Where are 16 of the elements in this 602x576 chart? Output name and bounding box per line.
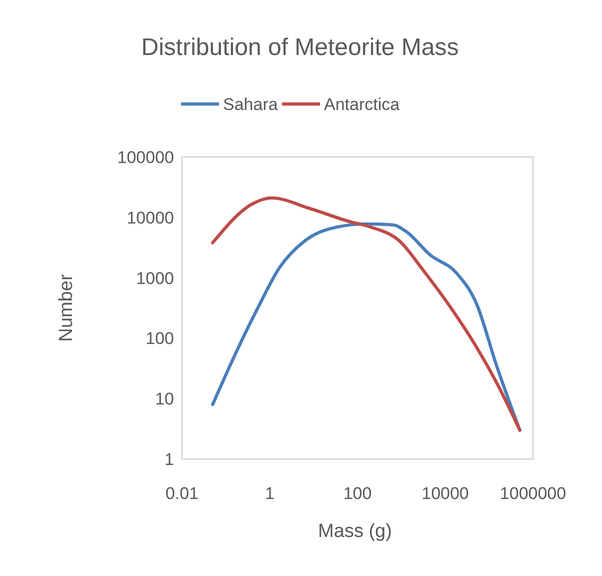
y-tick-label: 100	[146, 329, 174, 348]
y-tick-label: 1000	[136, 268, 174, 288]
x-tick-label: 1	[265, 484, 274, 503]
y-tick-label: 10	[155, 390, 174, 409]
x-tick-label: 1000000	[500, 484, 566, 503]
x-tick-label: 100	[343, 484, 372, 503]
y-axis-title: Number	[56, 274, 77, 342]
x-tick-label: 10000	[422, 484, 469, 503]
legend-label: Antarctica	[324, 95, 400, 114]
legend-label: Sahara	[223, 95, 278, 114]
y-tick-label: 100000	[117, 148, 174, 167]
y-tick-label: 1	[164, 450, 174, 469]
y-tick-label: 10000	[126, 208, 174, 228]
x-tick-label: 0.01	[165, 484, 199, 503]
chart-title: Distribution of Meteorite Mass	[141, 34, 459, 61]
x-axis-title: Mass (g)	[318, 521, 392, 542]
